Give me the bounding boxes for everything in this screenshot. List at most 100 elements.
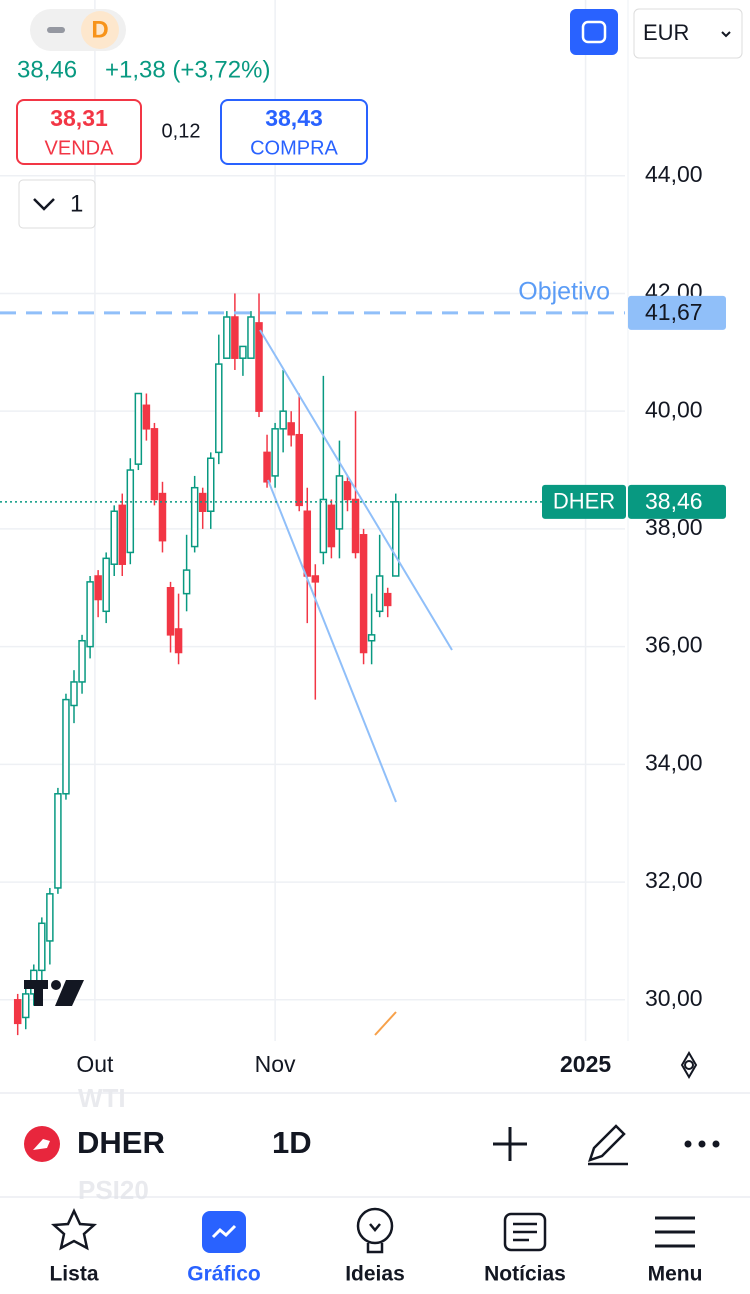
nav-icon	[50, 1208, 98, 1251]
chevron	[721, 31, 731, 38]
candle-body	[239, 345, 247, 359]
watch-symbol: PSI20	[78, 1175, 149, 1205]
buy-label: COMPRA	[250, 137, 338, 159]
draw-button[interactable]	[588, 1124, 628, 1166]
interval[interactable]: 1D	[272, 1125, 312, 1160]
symbol-box	[542, 484, 626, 519]
candle-body	[13, 999, 22, 1025]
nav-label[interactable]: Gráfico	[187, 1263, 261, 1286]
more-button[interactable]	[684, 1140, 720, 1148]
y-tick-label: 36,00	[645, 632, 703, 658]
nav-icon	[503, 1212, 547, 1252]
nav-icon	[356, 1207, 394, 1245]
candle-body	[392, 501, 400, 577]
nav-label[interactable]: Lista	[49, 1263, 98, 1286]
y-tick-label: 40,00	[645, 396, 703, 422]
candle-body	[190, 486, 199, 548]
trend-line	[259, 329, 453, 651]
candle-body	[351, 498, 360, 554]
target-label: Objetivo	[518, 277, 610, 305]
candle-body	[70, 681, 78, 707]
candle-body	[134, 392, 143, 465]
candle-body	[46, 893, 54, 942]
add-button[interactable]	[493, 1127, 527, 1161]
candle-body	[38, 922, 46, 972]
lot-select[interactable]	[18, 179, 96, 229]
candle-body	[215, 363, 223, 454]
price: 38,46	[17, 56, 77, 83]
candle-body	[231, 316, 239, 359]
target-box	[628, 295, 726, 330]
y-tick-label: 30,00	[645, 985, 703, 1011]
tv-logo	[24, 980, 84, 1006]
price-labels: 41,67 Objetivo DHER 38,46	[0, 277, 726, 519]
candle-body	[343, 481, 352, 501]
badge-text: D	[91, 16, 108, 43]
candle-body	[94, 575, 102, 601]
nav-label[interactable]: Ideias	[345, 1263, 405, 1286]
last-price: 38,46	[645, 488, 703, 514]
candle-body	[327, 504, 336, 548]
buy-price: 38,43	[265, 105, 323, 131]
candle-body	[174, 628, 183, 654]
watch-symbol: WTI	[78, 1083, 126, 1113]
y-tick-label: 32,00	[645, 867, 703, 893]
x-tick-label: Out	[76, 1051, 114, 1077]
candle-body	[223, 316, 231, 359]
candle-body	[359, 534, 368, 654]
candle-body	[319, 498, 328, 554]
fullscreen-icon	[581, 20, 607, 44]
candle-body	[110, 510, 118, 565]
fullscreen-button[interactable]	[570, 9, 618, 55]
chart: 30,0032,0034,0036,0038,0040,0042,0044,00…	[0, 0, 703, 1077]
candles	[13, 293, 400, 1036]
candle-body	[367, 634, 376, 642]
candle-body	[78, 639, 86, 683]
nav-label[interactable]: Notícias	[484, 1263, 566, 1286]
x-tick-label: Nov	[255, 1051, 296, 1077]
price-change: +1,38 (+3,72%)	[105, 56, 270, 83]
sell-button[interactable]	[16, 99, 142, 165]
candle-body	[86, 581, 94, 648]
minus-icon	[47, 27, 65, 33]
candle-body	[142, 404, 151, 430]
candle-body	[166, 587, 175, 636]
currency-select[interactable]	[633, 8, 743, 59]
candle-body	[247, 316, 255, 359]
candle-body	[287, 422, 295, 436]
x-tick-label: 2025	[560, 1051, 611, 1077]
nav-icon	[655, 1216, 695, 1248]
candle-body	[311, 575, 320, 583]
nav-icon	[513, 1222, 537, 1242]
trend-line	[267, 479, 397, 803]
candle-body	[54, 793, 62, 889]
y-tick-label: 44,00	[645, 161, 703, 187]
chevron	[33, 198, 55, 211]
spread: 0,12	[162, 120, 201, 142]
nav-icon-glyph	[211, 1224, 237, 1239]
candle-body	[375, 575, 384, 613]
badge	[81, 11, 119, 49]
y-tick-label: 34,00	[645, 749, 703, 775]
sell-label: VENDA	[45, 137, 115, 159]
last-price-box	[628, 484, 726, 519]
candle-body	[279, 410, 287, 430]
symbol[interactable]: DHER	[77, 1125, 165, 1160]
logo-mark	[33, 1139, 50, 1150]
candle-body	[158, 492, 167, 542]
symbol-label: DHER	[553, 489, 615, 514]
candle-body	[126, 469, 135, 554]
candle-body	[102, 557, 110, 613]
sell-price: 38,31	[50, 105, 108, 131]
candle-body	[303, 510, 312, 577]
candle-body	[62, 698, 70, 795]
candle-body	[263, 451, 271, 483]
drawing	[374, 1011, 397, 1036]
candle-body	[255, 322, 263, 412]
nav-icon	[366, 1223, 384, 1254]
settings-icon[interactable]	[680, 1051, 698, 1079]
candle-body	[118, 504, 127, 565]
nav-label[interactable]: Menu	[648, 1263, 703, 1286]
buy-button[interactable]	[220, 99, 368, 165]
candle-body	[271, 428, 279, 477]
